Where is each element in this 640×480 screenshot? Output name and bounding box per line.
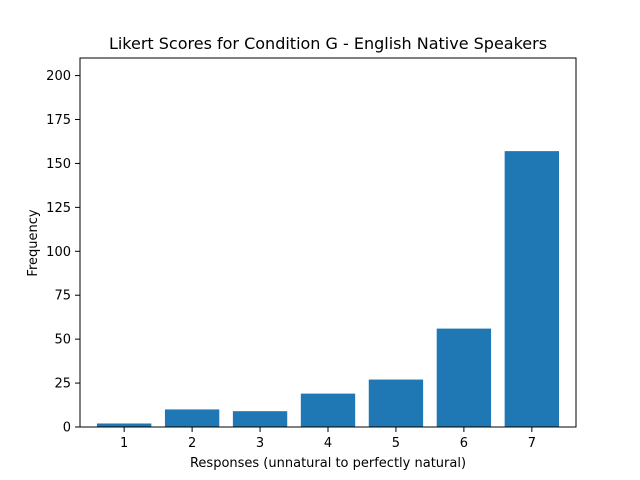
- bar-2: [164, 409, 220, 427]
- x-tick-label: 5: [392, 436, 400, 451]
- x-tick-label: 3: [256, 436, 264, 451]
- chart-title: Likert Scores for Condition G - English …: [109, 34, 547, 53]
- x-tick-label: 2: [188, 436, 196, 451]
- y-tick-label: 75: [54, 289, 71, 304]
- x-tick-label: 6: [460, 436, 468, 451]
- x-axis-ticks: 1 2 3 4 5 6 7: [120, 427, 536, 451]
- bar-4: [300, 393, 356, 427]
- bar-1: [96, 423, 152, 427]
- y-tick-label: 0: [63, 421, 71, 436]
- y-tick-label: 150: [46, 157, 71, 172]
- bars-group: [96, 151, 560, 427]
- y-tick-label: 50: [54, 333, 71, 348]
- x-tick-label: 1: [120, 436, 128, 451]
- y-tick-label: 25: [54, 377, 71, 392]
- x-axis-label: Responses (unnatural to perfectly natura…: [190, 456, 466, 471]
- y-tick-label: 175: [46, 113, 71, 128]
- x-tick-label: 7: [528, 436, 536, 451]
- y-axis-ticks: 0 25 50 75 100 125 150 175 200: [46, 69, 80, 436]
- plot-frame: [79, 57, 577, 428]
- x-tick-label: 4: [324, 436, 332, 451]
- bar-3: [232, 411, 288, 427]
- bar-6: [436, 328, 492, 427]
- y-tick-label: 100: [46, 245, 71, 260]
- y-axis-label: Frequency: [26, 209, 41, 276]
- y-tick-label: 200: [46, 69, 71, 84]
- bar-5: [368, 379, 424, 427]
- y-tick-label: 125: [46, 201, 71, 216]
- bar-7: [504, 151, 560, 427]
